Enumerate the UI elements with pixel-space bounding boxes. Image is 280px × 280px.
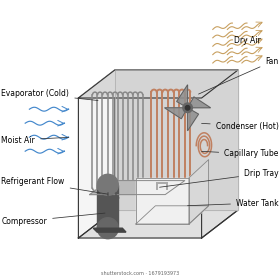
Polygon shape (189, 160, 209, 224)
Polygon shape (78, 210, 238, 238)
Circle shape (185, 106, 190, 110)
Polygon shape (78, 70, 238, 98)
Polygon shape (136, 178, 189, 224)
Text: Refrigerant Flow: Refrigerant Flow (1, 178, 108, 194)
Polygon shape (115, 70, 238, 210)
Circle shape (183, 103, 192, 113)
Polygon shape (188, 97, 211, 108)
Polygon shape (93, 228, 126, 232)
Text: Capillary Tube: Capillary Tube (202, 150, 279, 158)
Circle shape (97, 218, 118, 239)
Circle shape (97, 174, 118, 195)
Text: Moist Air: Moist Air (1, 136, 69, 144)
Text: Condenser (Hot): Condenser (Hot) (202, 122, 279, 130)
Text: Evaporator (Cold): Evaporator (Cold) (1, 89, 98, 101)
Polygon shape (177, 85, 188, 108)
Text: Compressor: Compressor (1, 213, 105, 226)
Polygon shape (202, 70, 238, 238)
Text: Dry Air: Dry Air (234, 36, 260, 45)
Polygon shape (78, 70, 115, 238)
Text: Water Tank: Water Tank (188, 199, 279, 207)
Polygon shape (165, 108, 188, 119)
Text: Fan: Fan (199, 57, 279, 94)
Polygon shape (136, 206, 209, 224)
Bar (97, 185, 118, 228)
Polygon shape (90, 181, 185, 195)
Polygon shape (188, 108, 199, 131)
Text: shutterstock.com · 1679193973: shutterstock.com · 1679193973 (101, 271, 179, 276)
Text: Drip Tray: Drip Tray (160, 169, 279, 187)
